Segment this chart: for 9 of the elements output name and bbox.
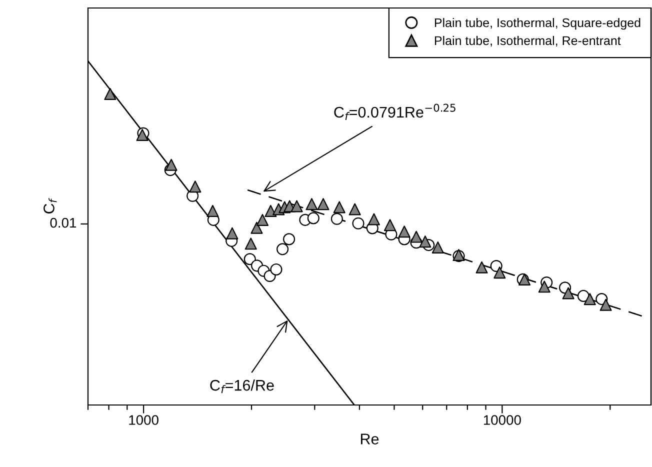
x-tick-label: 1000 bbox=[129, 415, 158, 425]
legend-label: Plain tube, Isothermal, Square-edged bbox=[434, 18, 640, 30]
x-axis-title: Re bbox=[360, 434, 379, 444]
text: 0.01 bbox=[50, 218, 76, 228]
legend-label: Plain tube, Isothermal, Re-entrant bbox=[434, 36, 621, 47]
annotation: C$_{f}$=0.0791Re$^{−0.25}$ bbox=[334, 104, 456, 120]
y-axis-title: C$_{f}$ bbox=[44, 198, 57, 214]
x-tick-label: 10000 bbox=[484, 415, 521, 425]
annotation: C$_{f}$=16/Re bbox=[210, 379, 274, 394]
